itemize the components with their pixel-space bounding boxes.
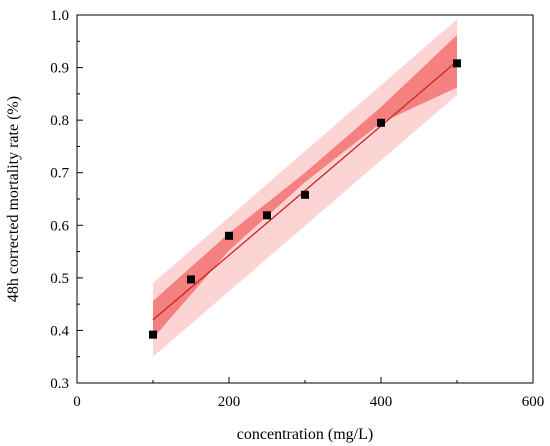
data-points-layer [149,59,461,339]
data-point [187,275,195,284]
y-tick-label: 0.4 [50,323,69,339]
x-axis-label: concentration (mg/L) [237,426,373,443]
fit-line [152,60,458,321]
prediction-band [153,19,457,357]
y-tick-label: 0.8 [50,113,69,129]
data-point [149,330,157,339]
x-tick-label: 400 [370,394,393,410]
x-tick-label: 600 [522,394,545,410]
data-point [263,211,271,220]
axes-layer: 0 200 400 600 0.3 0.4 0.5 0.6 0.7 0.8 0.9 1.0 [50,8,544,410]
data-point [453,59,461,68]
data-point [225,231,233,240]
fit-line-layer [152,60,458,321]
y-tick-label: 0.6 [50,218,69,234]
y-tick-label: 0.9 [50,61,69,77]
y-tick-label: 0.5 [50,271,69,287]
x-tick-label: 0 [73,394,81,410]
confidence-band [153,34,457,339]
data-point [377,118,385,127]
data-point [301,190,309,199]
confidence-band-layer [153,34,457,339]
y-axis-label: 48h corrected mortality rate (%) [5,96,22,302]
y-tick-label: 0.3 [50,376,69,392]
y-tick-label: 0.7 [50,166,69,182]
y-tick-label: 1.0 [50,8,69,24]
x-tick-label: 200 [218,394,241,410]
prediction-band-layer [153,19,457,357]
